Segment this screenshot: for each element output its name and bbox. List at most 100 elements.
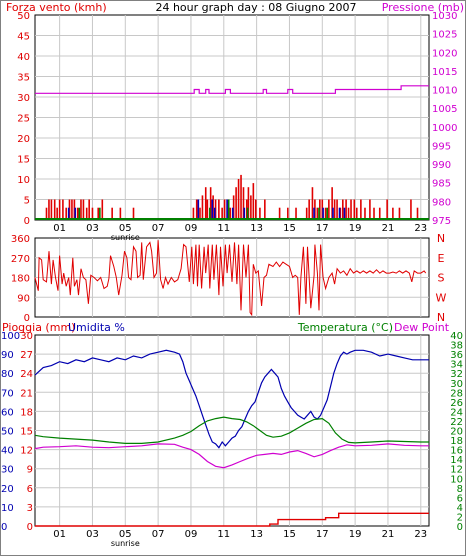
dewpoint-line	[34, 443, 429, 469]
wind-bar	[204, 187, 207, 220]
calm-bar	[78, 207, 81, 220]
rain-y-tick: 30	[20, 331, 33, 342]
chart-title: 24 hour graph day : 08 Giugno 2007	[155, 1, 356, 14]
temperature-y-tick: 14	[450, 455, 463, 466]
wind-bar	[333, 199, 336, 220]
rain-y-tick: 27	[20, 350, 33, 361]
temperature-y-tick: 8	[457, 484, 463, 495]
wind-bar	[247, 187, 250, 220]
calm-bar	[99, 207, 101, 220]
wind-bar	[223, 199, 226, 220]
pressure-line	[35, 85, 429, 94]
wind-bar	[259, 207, 261, 220]
temperature-y-tick: 18	[450, 436, 463, 447]
wind-bar	[68, 199, 71, 220]
wind-bar	[232, 195, 235, 220]
gust-bar	[74, 207, 77, 220]
x-tick-label: 13	[250, 223, 263, 234]
wind-bar	[339, 207, 342, 220]
temperature-axis-label: Temperatura (°C)	[297, 321, 393, 334]
gust-bar	[211, 199, 214, 220]
temperature-y-tick: 20	[450, 427, 463, 438]
x-tick-label: 17	[316, 223, 329, 234]
wind-bar	[416, 207, 419, 220]
wind-bar	[360, 199, 362, 220]
direction-line	[34, 240, 427, 317]
chart-series	[34, 85, 429, 527]
wind-y-tick: 30	[17, 93, 30, 104]
wind-y-tick: 25	[17, 114, 30, 125]
direction-y-tick: 0	[24, 313, 30, 324]
gust-bar	[232, 207, 234, 220]
wind-axis-label: Forza vento (kmh)	[6, 1, 107, 14]
humidity-y-tick: 0	[1, 522, 7, 533]
wind-bar	[308, 199, 310, 220]
calm-bar	[209, 207, 211, 220]
calm-bar	[326, 207, 329, 220]
wind-bar	[45, 207, 48, 220]
x-tick-label: 03	[86, 223, 99, 234]
wind-bar	[214, 199, 217, 220]
wind-bar	[319, 199, 321, 220]
wind-bar	[227, 199, 229, 220]
humidity-y-tick: 60	[1, 407, 14, 418]
temperature-y-tick: 4	[457, 503, 463, 514]
wind-y-tick: 40	[17, 52, 30, 63]
wind-bar	[132, 207, 135, 220]
wind-bar	[350, 199, 352, 220]
wind-bar	[195, 199, 198, 220]
rain-y-tick: 21	[20, 388, 33, 399]
wind-bar	[209, 187, 212, 220]
temperature-y-tick: 24	[450, 407, 463, 418]
rain-y-tick: 0	[27, 522, 33, 533]
x-tick-label: 11	[217, 223, 230, 234]
wind-bar	[355, 207, 358, 220]
pressure-y-tick: 985	[432, 179, 451, 190]
wind-bar	[201, 195, 204, 220]
wind-bar	[229, 207, 232, 220]
wind-bar	[199, 207, 201, 220]
humidity-y-tick: 100	[1, 331, 20, 342]
pressure-y-tick: 980	[432, 197, 451, 208]
rain-line	[35, 512, 429, 527]
x-tick-label: 05	[119, 529, 132, 540]
wind-bar	[347, 207, 350, 220]
wind-bar	[88, 199, 90, 220]
x-tick-label: 23	[414, 223, 427, 234]
gust-bar	[243, 207, 246, 220]
wind-bar	[324, 207, 327, 220]
wind-bar	[192, 207, 195, 220]
x-tick-label: 09	[185, 223, 198, 234]
wind-bar	[245, 199, 248, 220]
humidity-y-tick: 10	[1, 503, 14, 514]
wind-bar	[287, 207, 289, 220]
wind-y-tick: 15	[17, 155, 30, 166]
rain-y-tick: 9	[27, 465, 33, 476]
wind-y-tick: 5	[24, 196, 30, 207]
gust-bar	[197, 199, 200, 220]
direction-compass-label: N	[437, 232, 445, 245]
direction-y-tick: 90	[17, 293, 30, 304]
x-tick-label: 15	[283, 529, 296, 540]
humidity-y-tick: 50	[1, 427, 14, 438]
temperature-line	[34, 416, 429, 444]
direction-compass-label: N	[437, 311, 445, 324]
calm-bar	[246, 207, 249, 220]
x-tick-label: 05	[119, 223, 132, 234]
chart-grid	[35, 15, 429, 526]
direction-y-tick: 270	[11, 254, 30, 265]
pressure-y-tick: 1020	[432, 48, 457, 59]
x-tick-label: 01	[53, 529, 66, 540]
rain-axis-label: Pioggia (mm)	[2, 321, 75, 334]
pressure-y-tick: 995	[432, 141, 451, 152]
pressure-y-tick: 990	[432, 160, 451, 171]
wind-bar	[53, 199, 56, 220]
wind-bar	[82, 199, 85, 220]
gust-bar	[322, 207, 324, 220]
humidity-y-tick: 40	[1, 446, 14, 457]
wind-bar	[342, 199, 344, 220]
wind-y-tick: 20	[17, 134, 30, 145]
humidity-line	[34, 349, 429, 449]
wind-bar	[252, 183, 255, 220]
